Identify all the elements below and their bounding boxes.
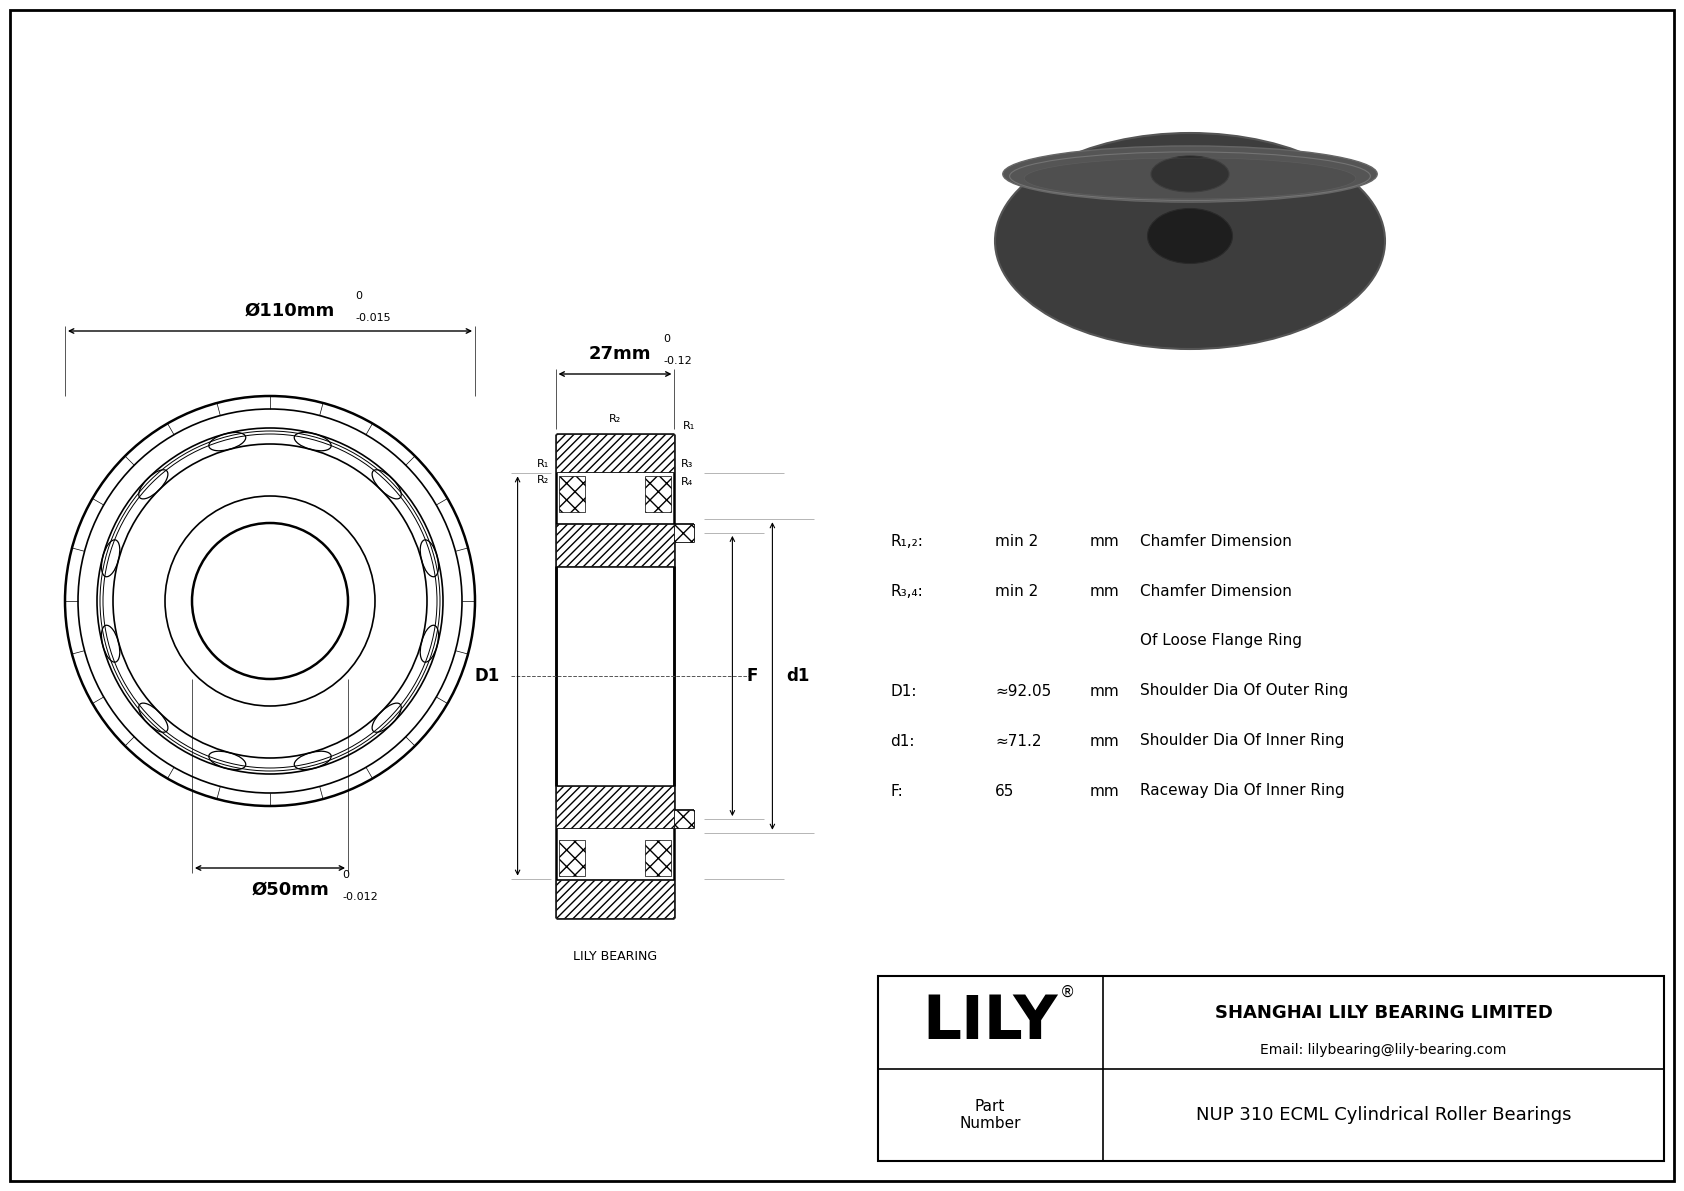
Polygon shape bbox=[645, 840, 672, 877]
Text: Chamfer Dimension: Chamfer Dimension bbox=[1140, 534, 1292, 549]
Text: 65: 65 bbox=[995, 784, 1014, 798]
Ellipse shape bbox=[1147, 208, 1233, 263]
Text: Of Loose Flange Ring: Of Loose Flange Ring bbox=[1140, 634, 1302, 649]
Polygon shape bbox=[674, 810, 694, 828]
Polygon shape bbox=[645, 476, 672, 512]
Text: ≈71.2: ≈71.2 bbox=[995, 734, 1041, 748]
Text: R₁: R₁ bbox=[537, 459, 549, 469]
Text: mm: mm bbox=[1090, 684, 1120, 698]
Text: R₁: R₁ bbox=[682, 420, 694, 431]
Text: 27mm: 27mm bbox=[589, 345, 652, 363]
Text: Chamfer Dimension: Chamfer Dimension bbox=[1140, 584, 1292, 599]
Text: NUP 310 ECML Cylindrical Roller Bearings: NUP 310 ECML Cylindrical Roller Bearings bbox=[1196, 1105, 1571, 1124]
Text: Email: lilybearing@lily-bearing.com: Email: lilybearing@lily-bearing.com bbox=[1260, 1043, 1507, 1056]
Text: 0: 0 bbox=[355, 291, 362, 301]
Polygon shape bbox=[559, 476, 584, 512]
Polygon shape bbox=[556, 434, 674, 472]
Text: R₃,₄:: R₃,₄: bbox=[891, 584, 923, 599]
Polygon shape bbox=[559, 840, 584, 877]
Text: mm: mm bbox=[1090, 584, 1120, 599]
Text: LILY BEARING: LILY BEARING bbox=[573, 949, 657, 962]
Ellipse shape bbox=[995, 133, 1384, 349]
Text: mm: mm bbox=[1090, 734, 1120, 748]
Text: Ø110mm: Ø110mm bbox=[244, 303, 335, 320]
Text: ®: ® bbox=[1059, 985, 1076, 999]
Ellipse shape bbox=[1024, 158, 1356, 199]
Text: mm: mm bbox=[1090, 534, 1120, 549]
Text: Ø50mm: Ø50mm bbox=[251, 881, 328, 899]
Text: LILY: LILY bbox=[923, 993, 1058, 1052]
Text: R₄: R₄ bbox=[680, 478, 692, 487]
Text: Part
Number: Part Number bbox=[960, 1098, 1021, 1131]
Text: Shoulder Dia Of Inner Ring: Shoulder Dia Of Inner Ring bbox=[1140, 734, 1344, 748]
Text: Raceway Dia Of Inner Ring: Raceway Dia Of Inner Ring bbox=[1140, 784, 1344, 798]
Text: 0: 0 bbox=[342, 869, 349, 880]
Text: F: F bbox=[746, 667, 758, 685]
Text: min 2: min 2 bbox=[995, 534, 1039, 549]
Text: R₃: R₃ bbox=[680, 459, 692, 469]
Text: -0.12: -0.12 bbox=[663, 356, 692, 366]
Ellipse shape bbox=[1150, 156, 1229, 192]
Text: R₂: R₂ bbox=[537, 475, 549, 485]
Text: SHANGHAI LILY BEARING LIMITED: SHANGHAI LILY BEARING LIMITED bbox=[1214, 1004, 1553, 1022]
Text: d1:: d1: bbox=[891, 734, 914, 748]
Polygon shape bbox=[674, 524, 694, 542]
Text: min 2: min 2 bbox=[995, 584, 1039, 599]
Text: D1: D1 bbox=[475, 667, 500, 685]
Text: ≈92.05: ≈92.05 bbox=[995, 684, 1051, 698]
Polygon shape bbox=[556, 880, 674, 918]
Text: D1:: D1: bbox=[891, 684, 916, 698]
Polygon shape bbox=[556, 524, 674, 566]
Text: d1: d1 bbox=[786, 667, 810, 685]
Text: mm: mm bbox=[1090, 784, 1120, 798]
Text: -0.012: -0.012 bbox=[342, 892, 377, 902]
Text: R₁,₂:: R₁,₂: bbox=[891, 534, 923, 549]
Text: R₂: R₂ bbox=[610, 414, 621, 424]
Bar bbox=[877, 975, 1664, 1161]
Text: F:: F: bbox=[891, 784, 903, 798]
Text: -0.015: -0.015 bbox=[355, 313, 391, 323]
Ellipse shape bbox=[1002, 146, 1378, 202]
Text: 0: 0 bbox=[663, 333, 670, 344]
Polygon shape bbox=[556, 786, 674, 828]
Text: Shoulder Dia Of Outer Ring: Shoulder Dia Of Outer Ring bbox=[1140, 684, 1349, 698]
